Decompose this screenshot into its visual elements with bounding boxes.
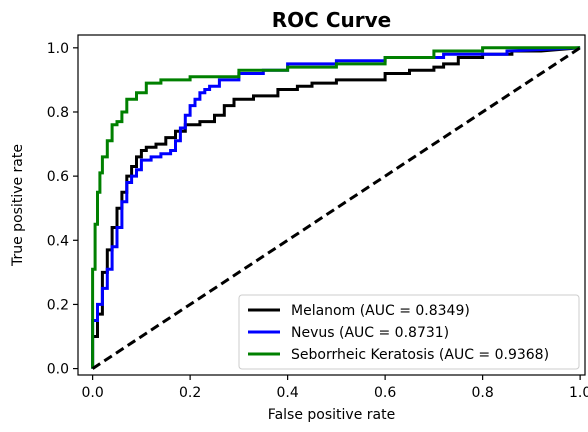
y-tick-label: 0.4 xyxy=(47,233,69,249)
y-tick-label: 0.2 xyxy=(47,297,69,313)
y-tick-label: 0.0 xyxy=(47,362,69,378)
y-tick-label: 0.8 xyxy=(47,105,69,121)
chart-title: ROC Curve xyxy=(272,8,391,32)
y-axis-label: True positive rate xyxy=(10,144,26,267)
x-tick-label: 0.4 xyxy=(276,385,298,401)
roc-series-line-0 xyxy=(91,46,581,369)
roc-series-line-2 xyxy=(91,46,581,369)
legend-label: Melanom (AUC = 0.8349) xyxy=(291,303,470,319)
x-tick-label: 1.0 xyxy=(569,385,588,401)
x-tick-label: 0.6 xyxy=(374,385,396,401)
x-tick-label: 0.8 xyxy=(471,385,493,401)
x-tick-label: 0.2 xyxy=(179,385,201,401)
y-tick-label: 0.6 xyxy=(47,169,69,185)
x-axis-ticks: 0.0 0.2 0.4 0.6 0.8 1.0 xyxy=(81,375,588,401)
legend-box xyxy=(238,294,580,370)
legend-label: Nevus (AUC = 0.8731) xyxy=(291,325,449,341)
legend: Melanom (AUC = 0.8349) Nevus (AUC = 0.873… xyxy=(238,294,580,370)
plot-area xyxy=(77,34,586,376)
x-tick-label: 0.0 xyxy=(81,385,103,401)
x-axis-label: False positive rate xyxy=(268,407,395,423)
legend-label: Seborrheic Keratosis (AUC = 0.9368) xyxy=(291,347,549,363)
y-axis-ticks: 0.0 0.2 0.4 0.6 0.8 1.0 xyxy=(47,41,78,378)
y-tick-label: 1.0 xyxy=(47,41,69,57)
axes-frame xyxy=(77,34,586,376)
